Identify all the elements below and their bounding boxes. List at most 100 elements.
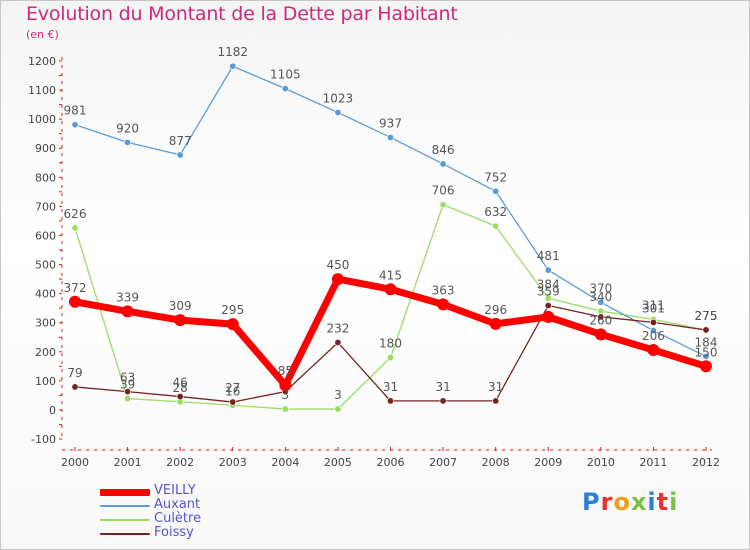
data-point <box>124 388 132 396</box>
data-label: 206 <box>642 329 665 343</box>
data-point <box>334 338 342 346</box>
data-label: 1182 <box>217 45 248 59</box>
data-point <box>386 397 394 405</box>
legend-label: Foissy <box>154 525 194 540</box>
series-auxant <box>71 62 710 360</box>
legend-swatch <box>100 505 150 507</box>
data-point <box>226 318 239 331</box>
data-point <box>176 151 184 159</box>
data-point <box>594 328 607 341</box>
data-point <box>700 360 712 373</box>
data-label: 877 <box>169 134 192 148</box>
y-tick-label: 200 <box>35 346 56 359</box>
data-point <box>544 266 552 274</box>
data-label: 150 <box>695 345 718 359</box>
data-point <box>334 405 342 413</box>
legend-swatch <box>100 519 150 521</box>
data-point <box>439 397 447 405</box>
data-label: 359 <box>537 285 560 299</box>
data-label: 937 <box>379 116 402 130</box>
legend-label: Culètre <box>154 511 202 526</box>
data-point <box>492 222 500 230</box>
x-axis: 2000 2001 2002 2003 2004 2005 2006 2007 2008 2009… <box>61 447 720 469</box>
data-label: 180 <box>379 337 402 351</box>
data-label: 384 <box>537 277 560 291</box>
data-point <box>229 62 237 70</box>
legend-label: VEILLY <box>154 483 196 498</box>
data-point <box>279 379 292 392</box>
data-point <box>597 313 605 321</box>
data-point <box>281 405 289 413</box>
y-tick-label: 500 <box>35 259 56 272</box>
data-label: 46 <box>173 376 188 390</box>
y-tick-label: 1000 <box>28 113 56 126</box>
chart-subtitle: (en €) <box>26 28 59 41</box>
data-point <box>331 273 344 286</box>
data-point <box>702 326 710 334</box>
data-label: 28 <box>173 381 188 395</box>
legend-swatch <box>100 533 150 535</box>
y-tick-label: 0 <box>49 404 56 417</box>
data-label: 3 <box>334 388 342 402</box>
data-label: 79 <box>67 366 82 380</box>
data-label: 752 <box>484 170 507 184</box>
data-point <box>69 295 81 308</box>
y-tick-label: -100 <box>31 433 56 446</box>
logo-letter: r <box>600 488 614 516</box>
data-label: 31 <box>435 380 450 394</box>
series-foissy <box>71 302 710 406</box>
logo-letter: x <box>630 488 648 516</box>
y-tick-label: 400 <box>35 288 56 301</box>
data-label: 340 <box>589 290 612 304</box>
data-point <box>649 318 657 326</box>
legend-label: Auxant <box>154 497 201 512</box>
data-point <box>386 133 394 141</box>
data-point <box>647 344 660 357</box>
data-label: 981 <box>64 104 87 118</box>
legend-item: VEILLY <box>100 483 300 499</box>
data-label: 339 <box>116 290 139 304</box>
data-label: 415 <box>379 268 402 282</box>
data-point <box>702 352 710 360</box>
x-tick-label: 2005 <box>324 456 352 469</box>
data-point <box>544 302 552 310</box>
data-point <box>437 298 450 311</box>
y-tick-label: 1200 <box>28 55 56 68</box>
y-tick-label: 300 <box>35 317 56 330</box>
proxiti-logo: Proxiti <box>582 488 678 516</box>
logo-letter: t <box>656 488 670 516</box>
y-tick-label: 700 <box>35 200 56 213</box>
x-tick-label: 2002 <box>166 456 194 469</box>
data-point <box>174 314 187 327</box>
data-point <box>492 187 500 195</box>
data-label: 920 <box>116 121 139 135</box>
x-tick-label: 2010 <box>587 456 615 469</box>
data-label: 85 <box>278 364 293 378</box>
data-label: 846 <box>432 143 455 157</box>
y-tick-label: 1100 <box>28 84 56 97</box>
chart-title: Evolution du Montant de la Dette par Hab… <box>26 3 458 25</box>
data-point <box>386 354 394 362</box>
x-tick-label: 2001 <box>114 456 142 469</box>
data-point <box>121 305 134 318</box>
logo-letter: o <box>613 488 631 516</box>
data-label: 63 <box>120 371 135 385</box>
data-point <box>124 138 132 146</box>
data-label: 632 <box>484 205 507 219</box>
y-tick-label: 100 <box>35 375 56 388</box>
data-label: 309 <box>169 299 192 313</box>
data-label: 626 <box>64 207 87 221</box>
data-label: 295 <box>221 303 244 317</box>
data-label: 16 <box>225 384 240 398</box>
data-label: 706 <box>432 184 455 198</box>
data-point <box>124 395 132 403</box>
data-point <box>439 201 447 209</box>
data-label: 1105 <box>270 68 301 82</box>
data-label: 27 <box>225 381 240 395</box>
data-point <box>71 224 79 232</box>
x-tick-label: 2003 <box>219 456 247 469</box>
data-point <box>71 121 79 129</box>
data-label: 1023 <box>323 91 354 105</box>
